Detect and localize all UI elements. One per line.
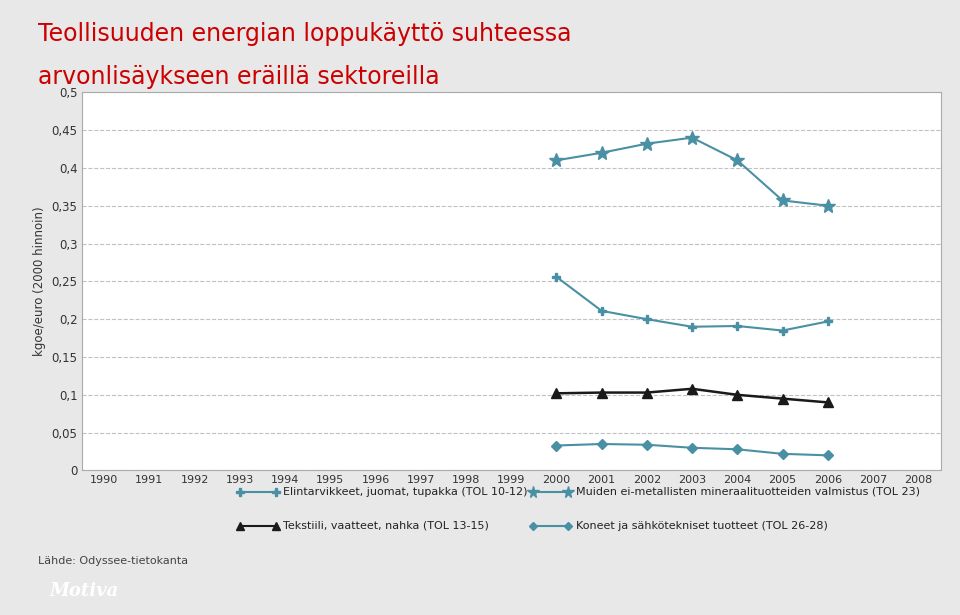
Text: Lähde: Odyssee-tietokanta: Lähde: Odyssee-tietokanta [38, 556, 188, 566]
Y-axis label: kgoe/euro (2000 hinnoin): kgoe/euro (2000 hinnoin) [33, 207, 46, 356]
Text: Tekstiili, vaatteet, nahka (TOL 13-15): Tekstiili, vaatteet, nahka (TOL 13-15) [283, 521, 489, 531]
Text: Muiden ei-metallisten mineraalituotteiden valmistus (TOL 23): Muiden ei-metallisten mineraalituotteide… [576, 487, 920, 497]
Text: Elintarvikkeet, juomat, tupakka (TOL 10-12): Elintarvikkeet, juomat, tupakka (TOL 10-… [283, 487, 528, 497]
Text: Motiva: Motiva [49, 582, 119, 600]
Text: Koneet ja sähkötekniset tuotteet (TOL 26-28): Koneet ja sähkötekniset tuotteet (TOL 26… [576, 521, 828, 531]
Text: Teollisuuden energian loppukäyttö suhteessa: Teollisuuden energian loppukäyttö suhtee… [38, 22, 572, 46]
Text: arvonlisäykseen eräillä sektoreilla: arvonlisäykseen eräillä sektoreilla [38, 65, 440, 89]
